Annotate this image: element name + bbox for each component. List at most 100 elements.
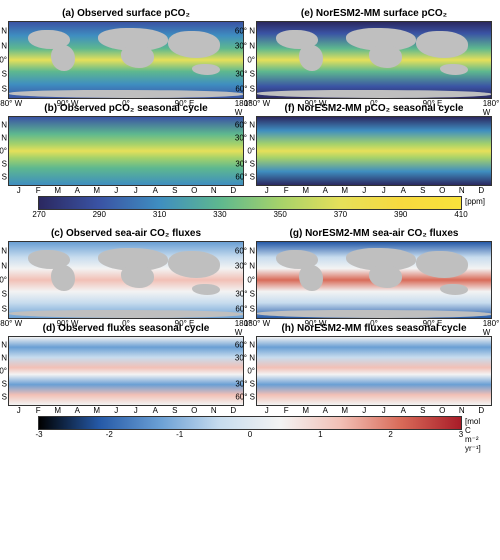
panel-a: (a) Observed surface pCO₂ 60° N30° N0°30°…: [8, 8, 244, 99]
cbar-tick: 290: [93, 209, 106, 219]
lat-tick: 30° S: [0, 290, 9, 299]
lat-tick: 0°: [247, 276, 257, 285]
month-tick: N: [459, 405, 465, 415]
lat-tick: 30° S: [235, 379, 257, 388]
month-tick: J: [134, 405, 138, 415]
cbar-tick: 310: [153, 209, 166, 219]
month-tick: O: [439, 185, 445, 195]
lat-tick: 60° S: [0, 392, 9, 401]
map-e: 60° N30° N0°30° S60° S180° W90° W0°90° E…: [256, 21, 492, 99]
lat-tick: 60° N: [235, 247, 257, 256]
landmass: [9, 310, 243, 318]
landmass: [51, 45, 74, 72]
cbar-tick: 0: [248, 429, 252, 439]
cbar-tick: -1: [176, 429, 183, 439]
hov-h: 60° N30° N0°30° S60° SJFMAMJJASOND: [256, 336, 492, 406]
month-tick: M: [302, 185, 309, 195]
month-tick: O: [439, 405, 445, 415]
cbar-tick: 370: [334, 209, 347, 219]
month-tick: S: [420, 405, 425, 415]
panel-b: (b) Observed pCO₂ seasonal cycle60° N30°…: [8, 103, 244, 186]
lat-tick: 30° N: [235, 41, 257, 50]
month-tick: F: [284, 185, 289, 195]
lat-tick: 30° N: [235, 261, 257, 270]
landmass: [51, 265, 74, 292]
landmass: [121, 265, 154, 288]
lat-tick: 0°: [247, 367, 257, 376]
month-tick: J: [134, 185, 138, 195]
lat-tick: 30° N: [0, 261, 9, 270]
panel-e: (e) NorESM2-MM surface pCO₂ 60° N30° N0°3…: [256, 8, 492, 99]
month-tick: N: [459, 185, 465, 195]
month-tick: J: [17, 405, 21, 415]
month-tick: J: [17, 185, 21, 195]
month-tick: S: [172, 405, 177, 415]
month-tick: F: [284, 405, 289, 415]
title-c: (c) Observed sea-air CO₂ fluxes: [8, 228, 244, 239]
lat-tick: 30° N: [0, 41, 9, 50]
month-tick: M: [341, 405, 348, 415]
month-tick: J: [382, 405, 386, 415]
hov-b: 60° N30° N0°30° S60° SJFMAMJJASOND: [8, 116, 244, 186]
lat-tick: 60° N: [235, 121, 257, 130]
month-tick: A: [401, 185, 406, 195]
lat-tick: 0°: [0, 276, 9, 285]
colorbar-flux: -3-2-10123[mol C m⁻² yr⁻¹]: [38, 416, 462, 430]
month-tick: A: [323, 405, 328, 415]
lat-tick: 0°: [0, 56, 9, 65]
lat-tick: 60° N: [0, 121, 9, 130]
title-a: (a) Observed surface pCO₂: [8, 8, 244, 19]
month-tick: N: [211, 185, 217, 195]
month-tick: M: [54, 405, 61, 415]
lat-tick: 60° S: [235, 304, 257, 313]
lat-tick: 30° N: [235, 134, 257, 143]
lat-tick: 0°: [247, 56, 257, 65]
landmass: [440, 284, 468, 295]
month-tick: J: [114, 185, 118, 195]
lat-tick: 0°: [0, 147, 9, 156]
month-tick: A: [153, 405, 158, 415]
hov-f: 60° N30° N0°30° S60° SJFMAMJJASOND: [256, 116, 492, 186]
month-tick: J: [265, 185, 269, 195]
month-tick: D: [478, 405, 484, 415]
map-g: 60° N30° N0°30° S60° S180° W90° W0°90° E…: [256, 241, 492, 319]
month-tick: J: [362, 405, 366, 415]
lat-tick: 60° S: [235, 172, 257, 181]
title-f: (f) NorESM2-MM pCO₂ seasonal cycle: [256, 103, 492, 114]
month-tick: O: [191, 405, 197, 415]
panel-f: (f) NorESM2-MM pCO₂ seasonal cycle 60° N3…: [256, 103, 492, 186]
panel-d: (d) Observed fluxes seasonal cycle60° N3…: [8, 323, 244, 406]
month-tick: J: [362, 185, 366, 195]
month-tick: S: [172, 185, 177, 195]
cbar-tick: -2: [106, 429, 113, 439]
lat-tick: 60° N: [0, 341, 9, 350]
lat-tick: 30° S: [235, 290, 257, 299]
cbar-tick: 350: [273, 209, 286, 219]
month-tick: A: [323, 185, 328, 195]
panel-c: (c) Observed sea-air CO₂ fluxes60° N30° …: [8, 228, 244, 319]
month-tick: M: [93, 185, 100, 195]
panel-h: (h) NorESM2-MM fluxes seasonal cycle60° …: [256, 323, 492, 406]
month-tick: F: [36, 405, 41, 415]
landmass: [192, 64, 220, 75]
hov-d: 60° N30° N0°30° S60° SJFMAMJJASOND: [8, 336, 244, 406]
landmass: [369, 45, 402, 68]
lat-tick: 30° S: [0, 159, 9, 168]
title-e: (e) NorESM2-MM surface pCO₂: [256, 8, 492, 19]
lat-tick: 30° S: [235, 70, 257, 79]
month-tick: A: [401, 405, 406, 415]
lat-tick: 30° S: [0, 70, 9, 79]
map-a: 60° N30° N0°30° S60° S180° W90° W0°90° E…: [8, 21, 244, 99]
landmass: [9, 90, 243, 98]
lat-tick: 60° N: [235, 341, 257, 350]
cbar-tick: 1: [318, 429, 322, 439]
cbar-tick: 270: [32, 209, 45, 219]
lat-tick: 60° S: [0, 304, 9, 313]
month-tick: J: [114, 405, 118, 415]
lat-tick: 0°: [247, 147, 257, 156]
month-tick: M: [302, 405, 309, 415]
month-tick: M: [341, 185, 348, 195]
landmass: [257, 310, 491, 318]
cbar-unit: [ppm]: [461, 197, 485, 206]
landmass: [168, 251, 219, 278]
